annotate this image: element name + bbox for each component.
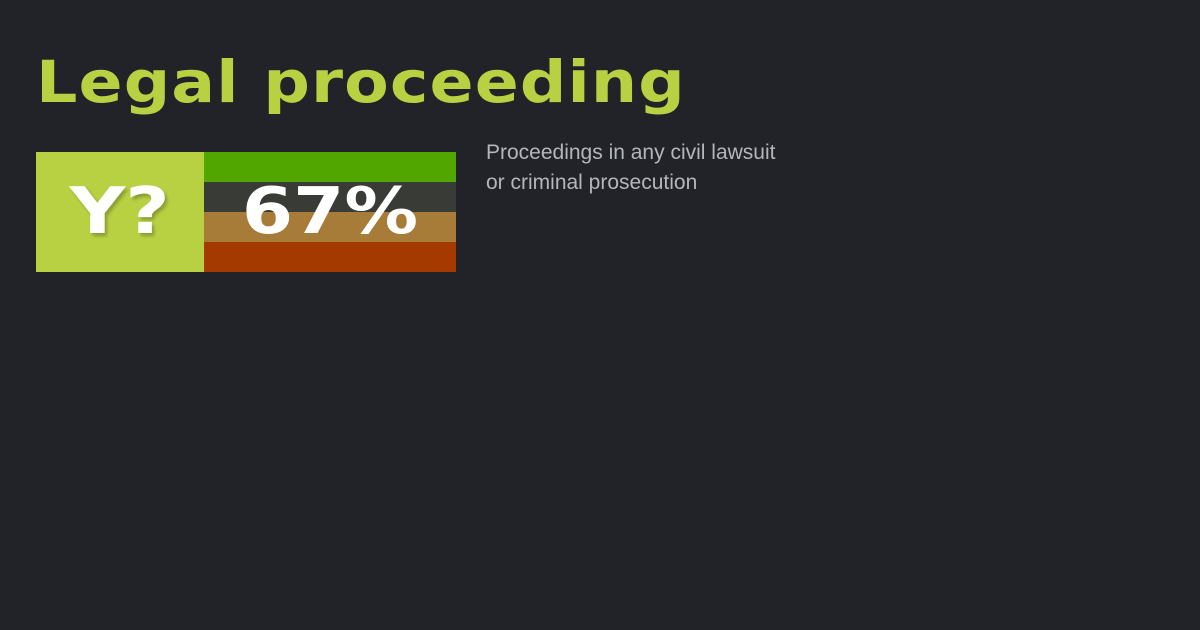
badge-score-box: 67%: [204, 152, 456, 272]
badge-percent: 67%: [241, 175, 419, 249]
page-title: Legal proceeding: [36, 48, 686, 116]
description-line-2: or criminal prosecution: [486, 171, 698, 194]
band-dark: [204, 182, 456, 212]
description: Proceedings in any civil lawsuit or crim…: [486, 138, 826, 198]
band-tan: [204, 212, 456, 242]
description-line-1: Proceedings in any civil lawsuit: [486, 141, 776, 164]
badge-label-box: Y?: [36, 152, 204, 272]
band-red: [204, 242, 456, 272]
band-green: [204, 152, 456, 182]
score-badge: Y? 67%: [36, 152, 456, 272]
badge-label: Y?: [69, 175, 171, 249]
